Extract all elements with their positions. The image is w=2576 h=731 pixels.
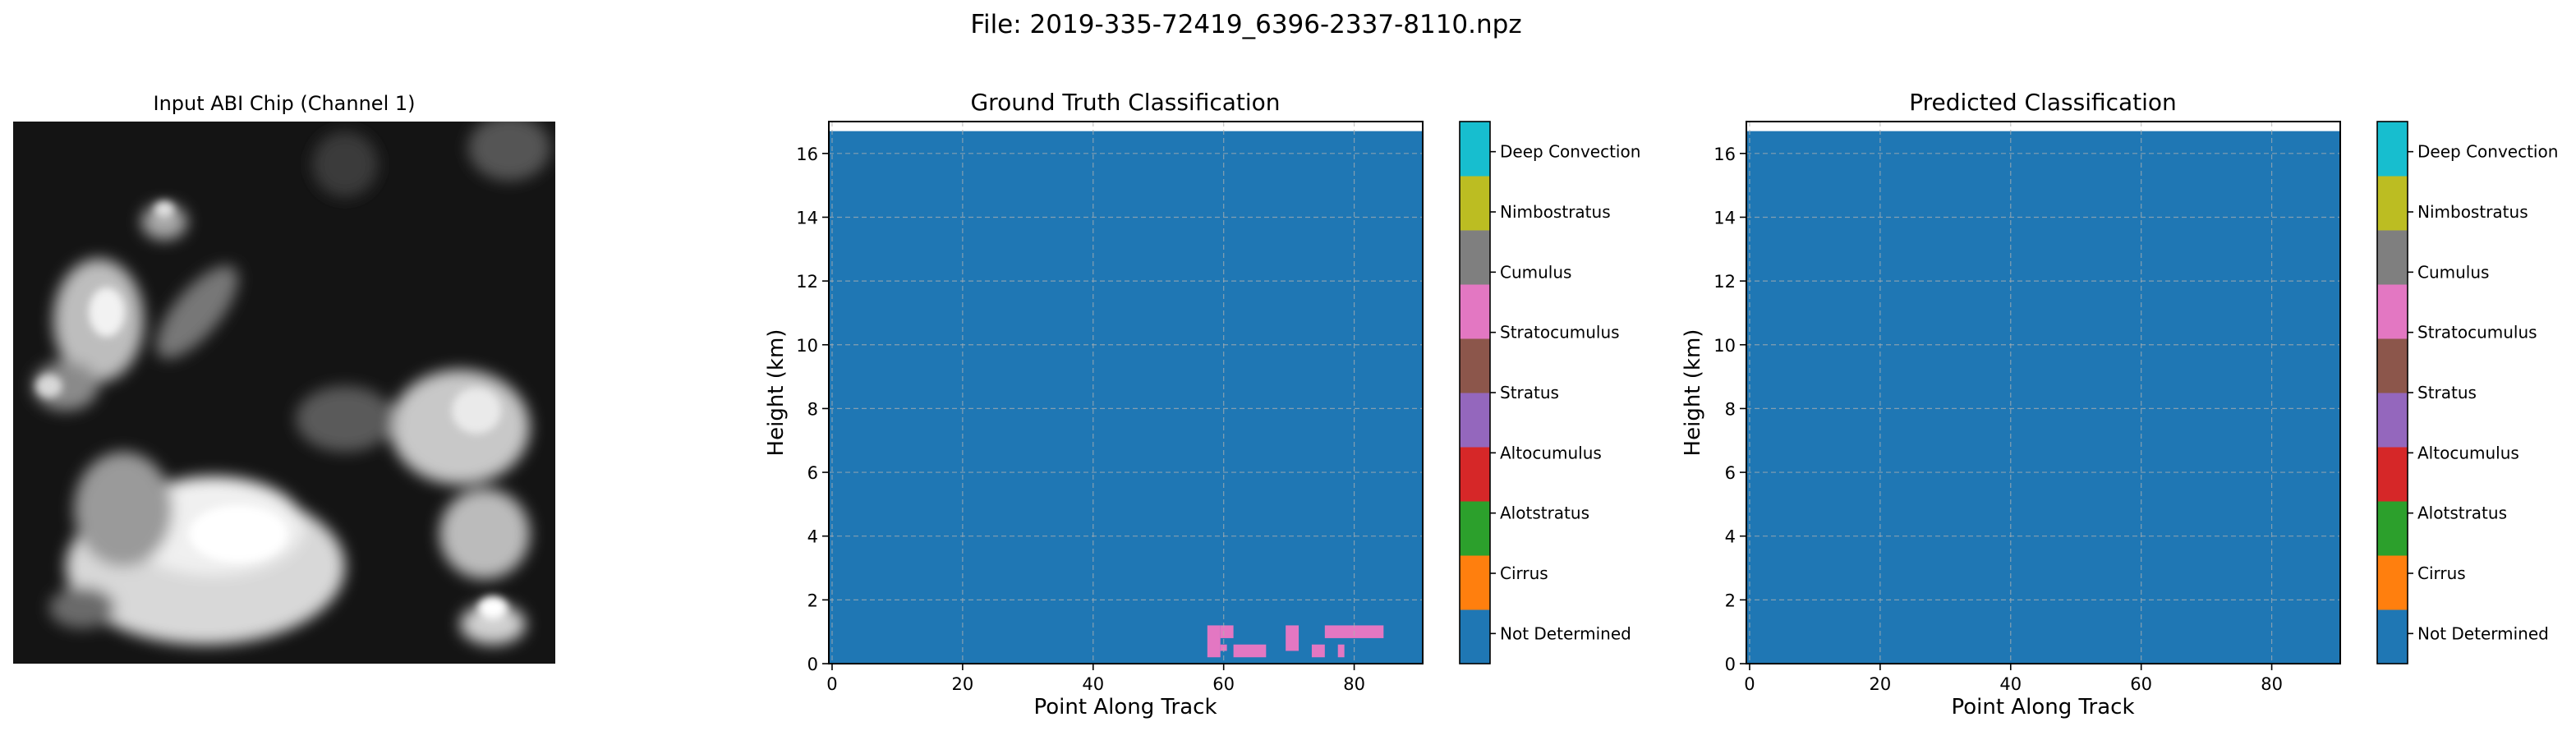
y-tick-label: 8 [1725, 399, 1736, 419]
colorbar-segment [1460, 230, 1490, 285]
y-tick-label: 14 [1714, 208, 1736, 228]
colorbar-segment [2377, 447, 2408, 502]
colorbar-label: Deep Convection [2417, 142, 2558, 162]
y-tick-label: 16 [796, 145, 818, 164]
chart-title: Predicted Classification [1909, 89, 2177, 116]
x-tick-label: 40 [1082, 674, 1104, 694]
ground-truth-colorbar: Not Determined Cirrus Alotstratus Altocumul… [1459, 121, 1640, 664]
axes-frame [1746, 121, 2341, 664]
colorbar-segment [1460, 555, 1490, 610]
colorbar-label: Nimbostratus [1500, 202, 1611, 222]
colorbar-segment [1460, 176, 1490, 231]
y-tick-label: 2 [807, 591, 818, 610]
y-tick-label: 12 [796, 272, 818, 292]
y-tick-label: 4 [1725, 527, 1736, 547]
x-tick-label: 40 [1999, 674, 2022, 694]
heatmap-cell [1337, 644, 1345, 658]
x-tick-label: 80 [1343, 674, 1365, 694]
colorbar-segment [2377, 230, 2408, 285]
colorbar-segment [2377, 393, 2408, 448]
colorbar-label: Stratocumulus [1500, 323, 1620, 343]
x-tick-label: 20 [952, 674, 974, 694]
x-axis-label: Point Along Track [1033, 695, 1217, 720]
colorbar-segment [1460, 393, 1490, 448]
x-tick-label: 60 [2130, 674, 2152, 694]
heatmap-cell [1311, 644, 1325, 658]
heatmap-field [829, 131, 1423, 664]
y-tick-label: 8 [807, 399, 818, 419]
y-tick-label: 14 [796, 208, 818, 228]
x-tick-label: 80 [2261, 674, 2283, 694]
heatmap-cell [1207, 625, 1221, 658]
colorbar-label: Not Determined [2417, 623, 2549, 643]
colorbar-segment [2377, 176, 2408, 231]
heatmap-cell [1220, 625, 1234, 638]
y-tick-label: 6 [807, 463, 818, 483]
colorbar-label: Nimbostratus [2417, 202, 2528, 222]
colorbar-segment [1460, 122, 1490, 177]
x-tick-label: 20 [1870, 674, 1892, 694]
colorbar-label: Altocumulus [2417, 443, 2519, 462]
figure-suptitle: File: 2019-335-72419_6396-2337-8110.npz [970, 10, 1521, 39]
colorbar-segment [1460, 609, 1490, 664]
y-axis-label: Height (km) [764, 329, 789, 457]
colorbar-segment [1460, 338, 1490, 393]
colorbar-segment [2377, 284, 2408, 339]
colorbar-label: Altocumulus [1500, 443, 1602, 462]
x-tick-label: 60 [1212, 674, 1235, 694]
colorbar-label: Alotstratus [1500, 503, 1589, 523]
colorbar-label: Cumulus [2417, 262, 2489, 282]
colorbar-label: Cirrus [1500, 563, 1548, 583]
chart-title: Ground Truth Classification [970, 89, 1280, 116]
abi-chip-image [13, 122, 555, 664]
y-tick-label: 4 [807, 527, 818, 547]
colorbar-segment [2377, 122, 2408, 177]
colorbar-label: Not Determined [1500, 623, 1631, 643]
colorbar-segment [2377, 338, 2408, 393]
colorbar-label: Cirrus [2417, 563, 2466, 583]
colorbar-segment [1460, 284, 1490, 339]
heatmap-field [1746, 131, 2340, 664]
colorbar-label: Alotstratus [2417, 503, 2507, 523]
heatmap-cell [1233, 644, 1267, 658]
y-tick-label: 0 [807, 655, 818, 674]
colorbar-label: Stratus [1500, 383, 1559, 402]
colorbar-segment [2377, 501, 2408, 556]
abi-image-panel: Input ABI Chip (Channel 1) [13, 92, 555, 664]
heatmap-cell [1286, 625, 1300, 651]
colorbar-segment [1460, 501, 1490, 556]
predicted-chart: Predicted Classification 0 20 40 60 80 0 2 4 6 8 1… [1681, 89, 2341, 720]
ground-truth-chart: Ground Truth Classification 0 20 40 60 80 0 2 4… [764, 89, 1424, 720]
y-tick-label: 0 [1725, 655, 1736, 674]
x-tick-label: 0 [1744, 674, 1755, 694]
y-tick-label: 16 [1714, 145, 1736, 164]
y-tick-label: 2 [1725, 591, 1736, 610]
x-axis-label: Point Along Track [1951, 695, 2134, 720]
colorbar-segment [2377, 609, 2408, 664]
colorbar-label: Stratocumulus [2417, 323, 2537, 343]
colorbar-label: Cumulus [1500, 262, 1571, 282]
colorbar-label: Deep Convection [1500, 142, 1640, 162]
y-tick-label: 6 [1725, 463, 1736, 483]
colorbar-segment [1460, 447, 1490, 502]
colorbar-label: Stratus [2417, 383, 2477, 402]
image-panel-title: Input ABI Chip (Channel 1) [153, 92, 415, 115]
y-tick-label: 12 [1714, 272, 1736, 292]
colorbar-segment [2377, 555, 2408, 610]
predicted-colorbar: Not Determined Cirrus Alotstratus Altocumul… [2376, 121, 2558, 664]
y-axis-label: Height (km) [1681, 329, 1705, 457]
axes-frame [828, 121, 1424, 664]
y-tick-label: 10 [1714, 336, 1736, 356]
x-tick-label: 0 [826, 674, 837, 694]
y-tick-label: 10 [796, 336, 818, 356]
